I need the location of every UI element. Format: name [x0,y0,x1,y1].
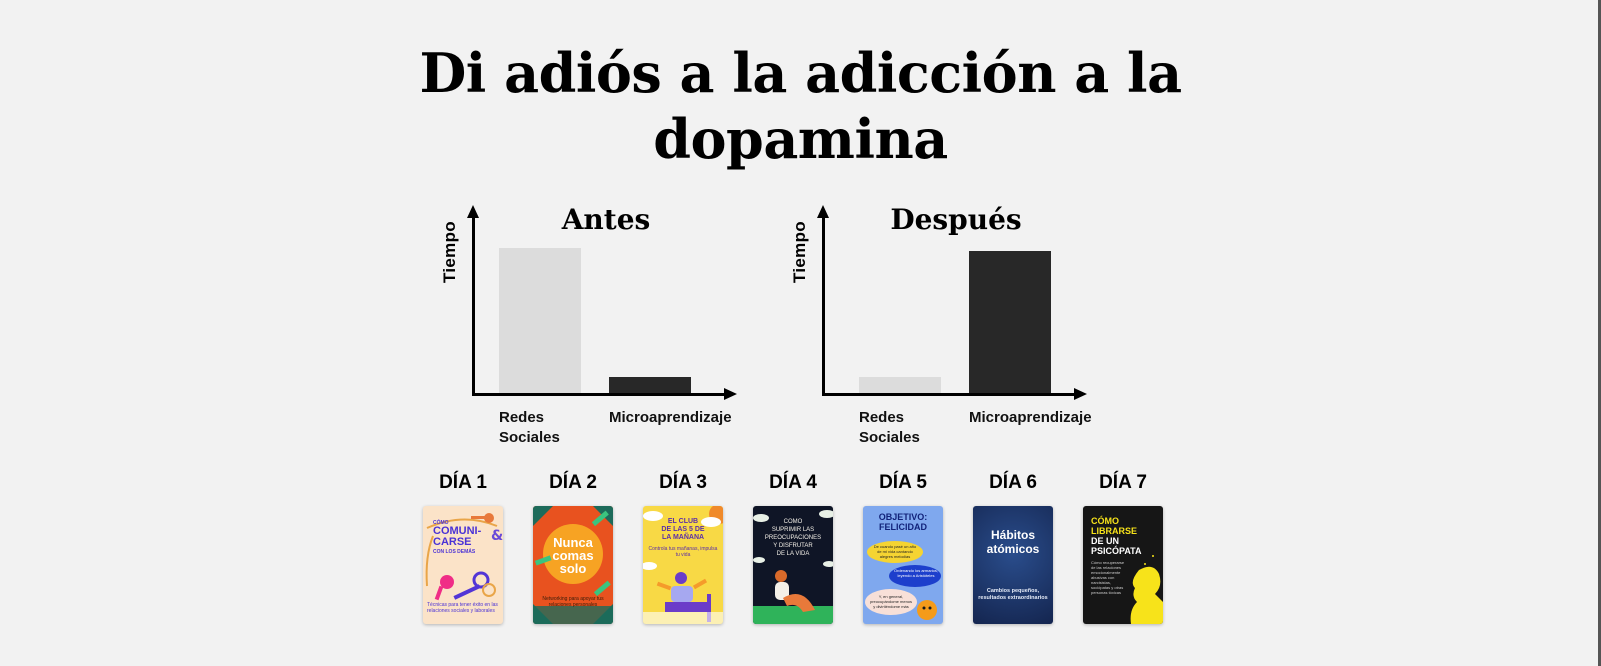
x-tick-redes-sociales: Redes Sociales [499,409,560,446]
book-cover-suprimir-preocupaciones[interactable]: COMO SUPRIMIR LAS PREOCUPACIONES Y DISFR… [753,506,833,624]
day-label: DÍA 2 [549,472,597,493]
bar-redes-sociales [499,248,581,393]
title-line-2: dopamina [653,107,948,171]
book-cover-librarse-psicopata[interactable]: CÓMO LIBRARSE DE UN PSICÓPATA Cómo recup… [1083,506,1163,624]
x-axis [822,393,1076,396]
keys-illustration-icon: & [425,513,503,601]
y-axis-label: Tiempo [440,221,459,283]
day-label: DÍA 3 [659,472,707,493]
bar-microaprendizaje [969,251,1051,393]
x-axis [472,393,726,396]
chart-title: Después [890,203,1022,236]
x-tick-microaprendizaje: Microaprendizaje [969,409,1092,426]
day-label: DÍA 6 [989,472,1037,493]
y-axis [822,213,825,396]
day-label: DÍA 4 [769,472,817,493]
x-tick-microaprendizaje: Microaprendizaje [609,409,732,426]
chart-before: Antes Tiempo Redes Sociales Microaprendi… [428,195,768,450]
svg-text:&: & [491,528,503,544]
day-2[interactable]: DÍA 2 Nunca comas solo Networking para a… [532,472,614,624]
y-axis [472,213,475,396]
y-axis-arrow-icon [467,205,479,218]
silhouette-illustration-icon [1130,555,1163,624]
speech-bubbles-sun-illustration-icon [865,541,941,620]
bar-redes-sociales [859,377,941,393]
title-line-1: Di adiós a la adicción a la [419,41,1182,105]
day-label: DÍA 5 [879,472,927,493]
x-axis-arrow-icon [724,388,737,400]
book-cover-habitos-atomicos[interactable]: Hábitos atómicos Cambios pequeños, resul… [973,506,1053,624]
y-axis-label: Tiempo [790,221,809,283]
day-5[interactable]: DÍA 5 OBJETIVO: FELICIDAD De cuando pasé… [862,472,944,624]
chart-after: Después Tiempo Redes Sociales Microapren… [778,195,1118,450]
page-title: Di adiós a la adicción a la dopamina [0,40,1601,172]
book-cover-nunca-comas-solo[interactable]: Nunca comas solo Networking para apoyar … [533,506,613,624]
book-cover-objetivo-felicidad[interactable]: OBJETIVO: FELICIDAD De cuando pasé un añ… [863,506,943,624]
book-cover-club-5-manana[interactable]: EL CLUB DE LAS 5 DE LA MAÑANA Controla t… [643,506,723,624]
book-cover-comunicarse[interactable]: & CÓMO COMUNI- CARSE CON LOS DEMÁS Técni… [423,506,503,624]
day-1[interactable]: DÍA 1 & CÓMO COMUNI- CARSE CON LOS DEMÁS… [422,472,504,624]
day-4[interactable]: DÍA 4 COMO SUPRIMIR LAS PREOCUPACIONES Y… [752,472,834,624]
sitting-woman-illustration-icon [753,510,833,624]
plate-forks-illustration-icon [533,506,613,624]
day-label: DÍA 1 [439,472,487,493]
day-label: DÍA 7 [1099,472,1147,493]
day-3[interactable]: DÍA 3 EL CLUB DE LAS 5 DE LA MAÑANA Cont… [642,472,724,624]
y-axis-arrow-icon [817,205,829,218]
day-6[interactable]: DÍA 6 Hábitos atómicos Cambios pequeños,… [972,472,1054,624]
chart-title: Antes [561,203,651,236]
x-axis-arrow-icon [1074,388,1087,400]
day-7[interactable]: DÍA 7 CÓMO LIBRARSE DE UN PSICÓPATA Cómo… [1082,472,1164,624]
bar-microaprendizaje [609,377,691,393]
person-waking-illustration-icon [643,506,723,624]
x-tick-redes-sociales: Redes Sociales [859,409,920,446]
